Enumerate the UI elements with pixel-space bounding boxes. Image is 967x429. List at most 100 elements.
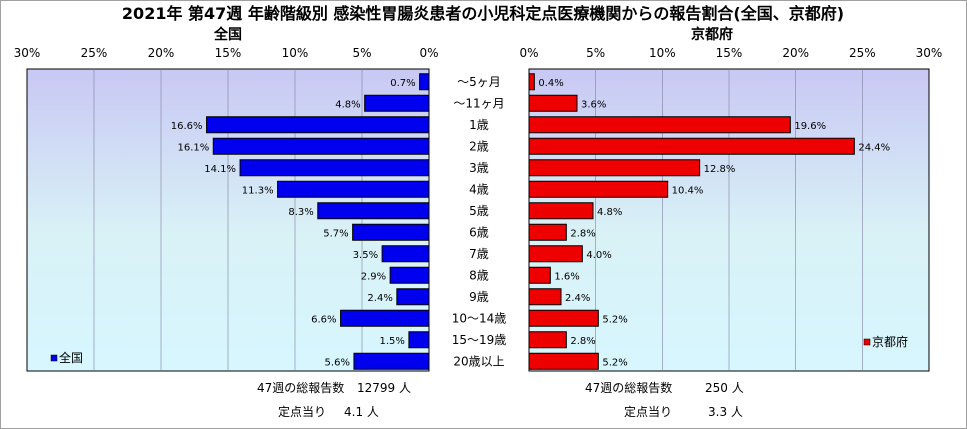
right-bar: [528, 180, 669, 198]
left-bar-value-label: 4.8%: [335, 99, 360, 110]
left-bar: [408, 331, 430, 349]
footer-left-total-label: 47週の総報告数: [257, 380, 344, 395]
left-bar: [212, 137, 430, 155]
left-bar-value-label: 11.3%: [242, 185, 274, 196]
right-bar-value-label: 3.6%: [581, 99, 606, 110]
left-bar: [206, 116, 430, 134]
left-bar: [364, 94, 430, 112]
right-bar-value-label: 2.8%: [570, 336, 595, 347]
right-x-tick-label: 0%: [519, 46, 538, 60]
right-bar: [528, 137, 855, 155]
footer-right-per-label: 定点当り: [624, 404, 672, 419]
right-x-tick-label: 25%: [849, 46, 876, 60]
bars: [206, 73, 855, 370]
left-x-tick-label: 25%: [81, 46, 108, 60]
left-bar-value-label: 2.9%: [361, 271, 386, 282]
value-labels: 0.7% 4.8% 16.6% 16.1% 14.1% 11.3% 8.3% 5.7% 3.5%…: [171, 78, 890, 369]
category-label: 10〜14歳: [452, 311, 507, 325]
left-x-tick-label: 10%: [282, 46, 309, 60]
legend-right-swatch: [863, 338, 871, 346]
footer-left-total-value: 12799 人: [357, 381, 411, 395]
right-bar: [528, 245, 583, 263]
category-label: 7歳: [469, 247, 489, 261]
right-bar-value-label: 5.2%: [602, 357, 627, 368]
left-bar: [239, 159, 430, 177]
left-bar: [317, 202, 430, 220]
right-bar-value-label: 19.6%: [794, 121, 826, 132]
left-bar-value-label: 3.5%: [353, 250, 378, 261]
left-bar-value-label: 0.7%: [390, 78, 415, 89]
category-label: 3歳: [469, 161, 489, 175]
left-panel-title: 全国: [213, 26, 242, 43]
footer-left-per-label: 定点当り: [278, 404, 326, 419]
left-bar: [381, 245, 430, 263]
right-bar: [528, 94, 578, 112]
left-bar-value-label: 5.7%: [323, 228, 348, 239]
legend-left-swatch: [50, 354, 58, 362]
right-bar: [528, 309, 599, 327]
category-label: 5歳: [469, 204, 489, 218]
left-bar-value-label: 2.4%: [367, 293, 392, 304]
category-label: 〜11ヶ月: [453, 96, 504, 110]
right-bar-value-label: 10.4%: [672, 185, 704, 196]
right-bar-value-label: 1.6%: [554, 271, 579, 282]
footer-right-per-value: 3.3 人: [708, 405, 743, 419]
footer-right-total-value: 250 人: [705, 381, 744, 395]
footer-right-total-label: 47週の総報告数: [585, 380, 672, 395]
right-bar: [528, 159, 701, 177]
category-label: 1歳: [469, 118, 489, 132]
left-bar: [389, 266, 430, 284]
left-bar: [396, 288, 430, 306]
right-bar: [528, 352, 599, 370]
right-x-tick-label: 10%: [649, 46, 676, 60]
left-bar-value-label: 8.3%: [288, 207, 313, 218]
chart-title: 2021年 第47週 年齢階級別 感染性胃腸炎患者の小児科定点医療機関からの報告…: [122, 4, 844, 23]
left-x-tick-label: 15%: [215, 46, 242, 60]
category-labels: 〜5ヶ月〜11ヶ月 1歳 2歳 3歳 4歳 5歳 6歳 7歳 8歳 9歳 10〜14歳 15〜19歳 2…: [452, 75, 507, 369]
right-bar: [528, 331, 567, 349]
right-bar-value-label: 4.0%: [586, 250, 611, 261]
right-bar: [528, 223, 567, 241]
left-bar: [340, 309, 430, 327]
right-bar-value-label: 0.4%: [538, 78, 563, 89]
category-label: 15〜19歳: [452, 333, 507, 347]
left-x-tick-label: 0%: [419, 46, 438, 60]
right-x-tick-label: 5%: [586, 46, 605, 60]
right-bar-value-label: 2.4%: [565, 293, 590, 304]
right-bar: [528, 73, 535, 91]
category-label: 2歳: [469, 139, 489, 153]
left-bar-value-label: 16.1%: [177, 142, 209, 153]
left-bar: [419, 73, 430, 91]
right-bar: [528, 288, 562, 306]
category-label: 9歳: [469, 290, 489, 304]
right-bar-value-label: 24.4%: [858, 142, 890, 153]
category-label: 4歳: [469, 182, 489, 196]
right-x-tick-label: 20%: [782, 46, 809, 60]
legend-left-label: 全国: [59, 350, 83, 365]
left-bar-value-label: 16.6%: [171, 121, 203, 132]
legend-right-label: 京都府: [872, 334, 908, 349]
right-bar-value-label: 12.8%: [704, 164, 736, 175]
axis-ticks: 30% 25% 20% 15% 10% 5% 0% 0% 5% 10% 15% 20% 25% 30%: [14, 46, 943, 60]
left-bar: [353, 352, 430, 370]
left-bar: [277, 180, 430, 198]
category-label: 20歳以上: [453, 354, 504, 368]
right-bar-value-label: 4.8%: [597, 207, 622, 218]
left-x-tick-label: 5%: [352, 46, 371, 60]
left-bar-value-label: 1.5%: [379, 336, 404, 347]
right-bar: [528, 266, 551, 284]
right-panel-title: 京都府: [691, 26, 733, 43]
right-bar-value-label: 2.8%: [570, 228, 595, 239]
right-bar: [528, 116, 791, 134]
legend-left: 全国: [50, 350, 83, 365]
left-bar-value-label: 14.1%: [204, 164, 236, 175]
category-label: 8歳: [469, 268, 489, 282]
right-x-tick-label: 15%: [716, 46, 743, 60]
left-x-tick-label: 20%: [148, 46, 175, 60]
left-bar-value-label: 5.6%: [325, 357, 350, 368]
left-x-tick-label: 30%: [14, 46, 41, 60]
right-bar: [528, 202, 594, 220]
left-bar: [352, 223, 430, 241]
category-label: 6歳: [469, 225, 489, 239]
